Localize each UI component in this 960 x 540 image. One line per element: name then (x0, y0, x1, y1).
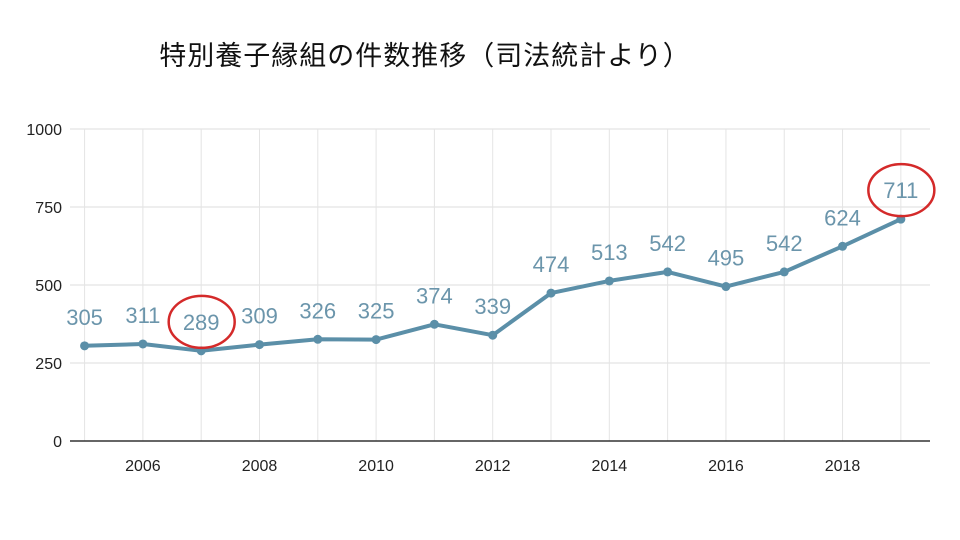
data-label: 311 (125, 303, 160, 328)
data-point (779, 267, 789, 277)
data-label: 305 (66, 305, 103, 330)
x-tick-label: 2016 (708, 458, 744, 475)
x-tick-label: 2010 (358, 458, 394, 475)
data-point (604, 276, 614, 286)
data-label: 495 (708, 246, 745, 271)
data-point (488, 330, 498, 340)
y-tick-label: 0 (53, 434, 62, 451)
data-label: 325 (358, 299, 395, 324)
chart-title: 特別養子縁組の件数推移（司法統計より） (159, 41, 691, 72)
data-point (429, 319, 439, 329)
data-label: 374 (416, 283, 453, 308)
x-tick-label: 2006 (125, 458, 161, 475)
data-label: 711 (883, 178, 918, 203)
y-tick-label: 500 (35, 278, 62, 295)
data-point (838, 241, 848, 251)
y-tick-label: 250 (35, 356, 62, 373)
x-tick-label: 2018 (825, 458, 861, 475)
data-label: 513 (591, 240, 628, 265)
axes: 0 250 500 750 1000 2006 2008 2010 2012 2014 2016 20… (26, 122, 930, 475)
data-point (80, 341, 90, 351)
grid (70, 128, 930, 441)
data-label: 339 (474, 294, 511, 319)
x-tick-label: 2012 (475, 458, 511, 475)
data-point (546, 288, 556, 298)
highlight-circles (167, 162, 936, 350)
y-tick-label: 1000 (26, 122, 62, 139)
data-point (138, 339, 148, 349)
data-label: 326 (299, 298, 336, 323)
data-point (313, 334, 323, 344)
data-label: 474 (533, 252, 570, 277)
data-label: 309 (241, 304, 278, 329)
x-tick-label: 2008 (242, 458, 278, 475)
data-point (721, 282, 731, 292)
highlight-circle (167, 294, 236, 350)
data-label: 624 (824, 205, 861, 230)
data-point (663, 267, 673, 277)
highlight-circle (867, 162, 936, 218)
data-label: 542 (649, 231, 686, 256)
y-tick-label: 750 (35, 200, 62, 217)
data-labels: 305 311 289 309 326 325 374 339 474 513 542 495 542 6… (66, 178, 918, 335)
data-point (371, 335, 381, 345)
data-label: 289 (183, 310, 220, 335)
data-label: 542 (766, 231, 803, 256)
x-tick-label: 2014 (592, 458, 628, 475)
data-point (254, 340, 264, 350)
